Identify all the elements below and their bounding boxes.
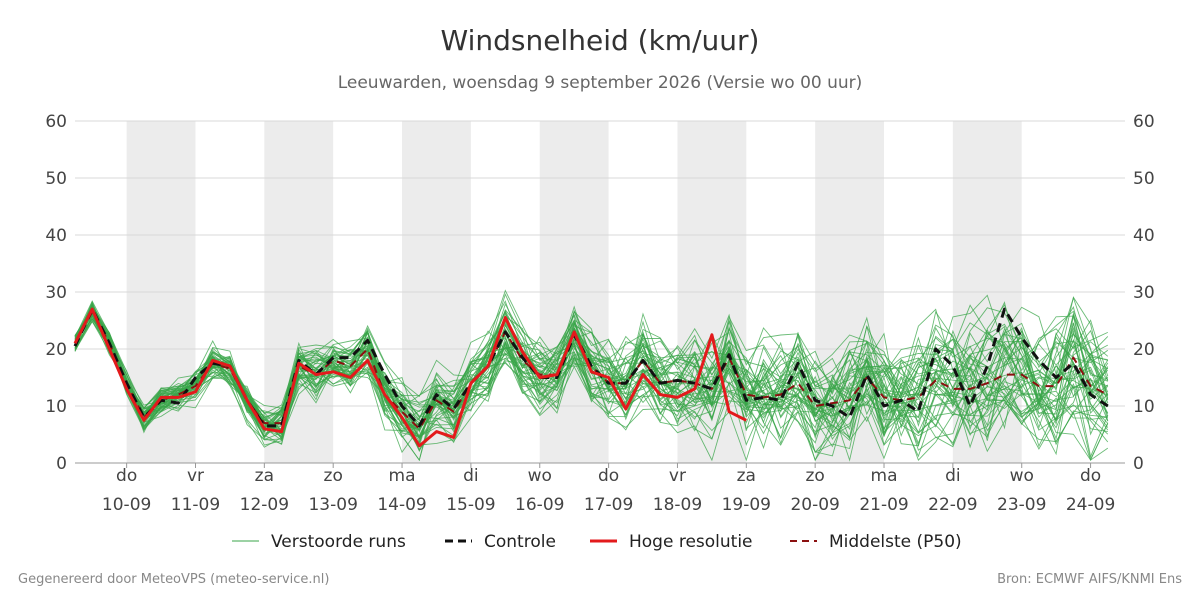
chart-title: Windsnelheid (km/uur): [440, 24, 760, 57]
perturbed-run-line: [74, 312, 1109, 432]
x-tick-date: 21-09: [859, 495, 908, 515]
x-tick-day: do: [1080, 466, 1101, 486]
x-tick-date: 19-09: [722, 495, 771, 515]
perturbed-run-line: [74, 315, 1109, 440]
x-tick-date: 17-09: [584, 495, 633, 515]
x-tick-date: 24-09: [1066, 495, 1115, 515]
y-tick-label-right: 10: [1133, 397, 1155, 417]
x-tick-day: za: [255, 466, 274, 486]
y-tick-label-right: 50: [1133, 169, 1155, 189]
y-tick-label-right: 30: [1133, 283, 1155, 303]
control-line: [73, 307, 1109, 428]
x-tick-day: do: [598, 466, 619, 486]
legend-item-perturbed: Verstoorde runs: [232, 532, 406, 552]
y-tick-label-left: 40: [45, 226, 67, 246]
x-tick-date: 18-09: [653, 495, 702, 515]
x-tick-day: di: [945, 466, 961, 486]
x-tick-date: 20-09: [790, 495, 839, 515]
y-tick-label-right: 0: [1133, 454, 1144, 474]
hires-line: [73, 307, 747, 448]
x-tick-day: wo: [528, 466, 552, 486]
legend-item-control: Controle: [445, 532, 556, 552]
x-tick-day: zo: [324, 466, 343, 486]
y-tick-label-right: 20: [1133, 340, 1155, 360]
y-tick-label-left: 20: [45, 340, 67, 360]
y-tick-label-left: 60: [45, 112, 67, 132]
perturbed-run-line: [74, 309, 1109, 445]
chart-subtitle: Leeuwarden, woensdag 9 september 2026 (V…: [337, 73, 863, 93]
y-tick-label-left: 10: [45, 397, 67, 417]
x-tick-date: 23-09: [997, 495, 1046, 515]
x-tick-day: di: [463, 466, 479, 486]
legend: Verstoorde runs Controle Hoge resolutie Mid…: [232, 532, 962, 552]
legend-label: Controle: [484, 532, 556, 552]
x-tick-date: 14-09: [377, 495, 426, 515]
y-tick-label-right: 40: [1133, 226, 1155, 246]
x-tick-day: wo: [1010, 466, 1034, 486]
legend-label: Verstoorde runs: [271, 532, 406, 552]
perturbed-run-line: [74, 312, 1109, 462]
x-tick-day: vr: [187, 466, 204, 486]
y-tick-label-left: 30: [45, 283, 67, 303]
x-tick-day: vr: [669, 466, 686, 486]
legend-item-median: Middelste (P50): [790, 532, 962, 552]
x-tick-date: 13-09: [308, 495, 357, 515]
y-tick-label-left: 50: [45, 169, 67, 189]
source-credit: Bron: ECMWF AIFS/KNMI Ens: [997, 572, 1182, 587]
x-tick-date: 11-09: [171, 495, 220, 515]
axes: 0 0 10 10 20 20 30 30 40 40 50 50 60 60 do 10-09 vr 11-09…: [45, 112, 1154, 515]
x-tick-date: 16-09: [515, 495, 564, 515]
main-series: [73, 307, 1109, 448]
x-tick-date: 12-09: [240, 495, 289, 515]
x-tick-date: 15-09: [446, 495, 495, 515]
legend-label: Middelste (P50): [829, 532, 962, 552]
y-tick-label-left: 0: [56, 454, 67, 474]
x-tick-day: ma: [871, 466, 898, 486]
x-tick-date: 22-09: [928, 495, 977, 515]
legend-label: Hoge resolutie: [629, 532, 753, 552]
x-tick-date: 10-09: [102, 495, 151, 515]
x-tick-day: ma: [389, 466, 416, 486]
y-tick-label-right: 60: [1133, 112, 1155, 132]
x-tick-day: zo: [805, 466, 824, 486]
legend-item-hires: Hoge resolutie: [590, 532, 753, 552]
x-tick-day: za: [737, 466, 756, 486]
generator-credit: Gegenereerd door MeteoVPS (meteo-service…: [18, 572, 330, 587]
x-tick-day: do: [116, 466, 137, 486]
perturbed-run-line: [74, 304, 1108, 440]
